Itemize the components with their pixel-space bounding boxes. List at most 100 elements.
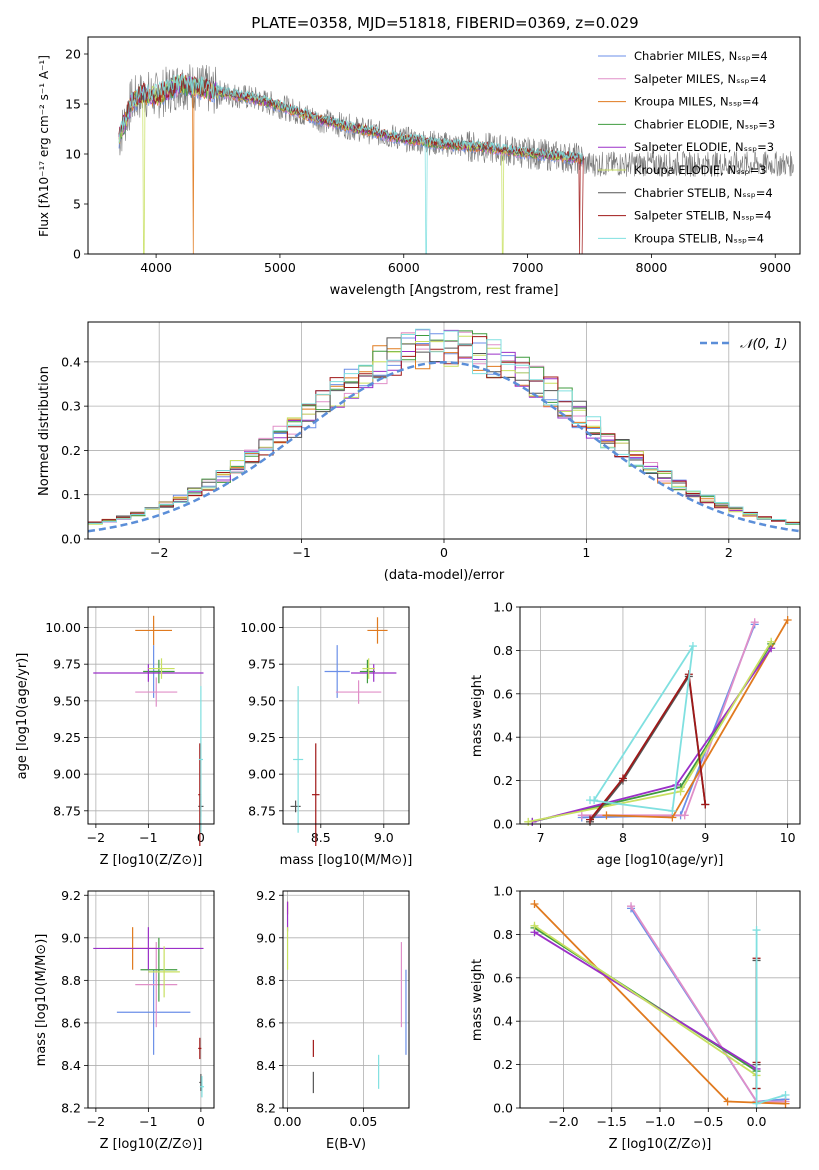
spectrum-plot-area: 4000 5000 6000 7000 8000 9000 0 5 10 15 20	[65, 47, 794, 275]
weight-age-xtick-label: 7	[537, 830, 545, 845]
weight-metallicity-xtick-label: −2.0	[548, 1114, 578, 1129]
weight-metallicity-frame	[519, 890, 801, 1109]
weight-age-line-kroupa_miles	[606, 619, 789, 819]
legend-label-kroupa_miles: Kroupa MILES, Nₛₛₚ=4	[634, 95, 759, 109]
legend-label-salpeter_stelib: Salpeter STELIB, Nₛₛₚ=4	[634, 209, 772, 223]
mass-metallicity-xtick-label: 0	[197, 1114, 205, 1129]
mass-extinction-xtick-label: 0.00	[274, 1114, 302, 1129]
weight-age-ytick-label: 0.4	[493, 730, 513, 745]
mass-extinction-plot-area: 0.00 0.05 8.2 8.4 8.6 8.8 9.0 9.2	[256, 888, 409, 1129]
mass-metallicity-xlabel: Z [log10(Z/Z⊙)]	[100, 1137, 203, 1152]
age-metallicity-frame	[87, 606, 215, 825]
mass-metallicity-ytick-label: 9.2	[61, 888, 81, 903]
mass-vs-metallicity-panel: −2 −1 08.28.48.68.89.09.2 Z [log10(Z/Z⊙)] …	[34, 888, 215, 1152]
residual-ylabel: Normed distribution	[37, 366, 52, 496]
residual-xtick-label: 0	[440, 545, 448, 560]
mass-extinction-xtick-label: 0.05	[350, 1114, 378, 1129]
age-mass-grid	[283, 607, 409, 824]
residual-ytick-label: 0.2	[61, 443, 81, 458]
spectrum-legend: Chabrier MILES, Nₛₛₚ=4 Salpeter MILES, Nₛ…	[598, 49, 775, 245]
age-metallicity-grid	[88, 607, 214, 824]
weight-metallicity-point-kroupa_miles	[530, 900, 539, 909]
weight-age-line-kroupa_stelib	[589, 645, 694, 813]
model-spectrum-kroupa_stelib	[118, 73, 584, 254]
weight-age-xlabel: age [log10(age/yr)]	[597, 853, 724, 868]
weight-metallicity-xtick-label: −1.0	[645, 1114, 675, 1129]
age-mass-ytick-label: 9.00	[248, 767, 276, 782]
histogram-kroupa_stelib	[88, 328, 800, 525]
mass-extinction-ytick-label: 8.6	[256, 1015, 276, 1030]
mass-extinction-ytick-label: 9.2	[256, 888, 276, 903]
age-metallicity-xtick-label: 0	[197, 830, 205, 845]
residual-plot-area: −2 −1 0 1 2 0.0 0.1 0.2 0.3 0.4	[61, 322, 801, 560]
weight-age-point-kroupa_miles	[783, 616, 792, 625]
weight-age-point-kroupa_elodie	[767, 637, 776, 646]
spectrum-xtick-label: 7000	[512, 260, 544, 275]
weight-age-point-kroupa_stelib	[688, 642, 697, 651]
weight-metallicity-ytick-label: 0.2	[493, 1057, 513, 1072]
age-metallicity-plot-area: −2 −1 0 8.75 9.00 9.25 9.50 9.75 10.00	[45, 607, 214, 846]
weight-age-point-kroupa_elodie	[524, 817, 533, 826]
age-mass-frame	[282, 606, 410, 825]
residual-xtick-label: 1	[582, 545, 590, 560]
spectrum-frame	[87, 36, 801, 255]
weight-metallicity-ylabel: mass weight	[470, 959, 485, 1041]
weight-metallicity-line-kroupa_elodie	[533, 924, 758, 1077]
spectrum-ytick-label: 5	[73, 197, 81, 212]
legend-label-salpeter_elodie: Salpeter ELODIE, Nₛₛₚ=3	[634, 140, 774, 154]
histogram-salpeter_stelib	[88, 336, 800, 524]
age-metallicity-ytick-label: 9.25	[53, 730, 81, 745]
weight-metallicity-point-kroupa_stelib	[781, 1090, 790, 1099]
spectrum-lines	[118, 64, 794, 254]
mass-weight-vs-age-panel: 7 8 9 10 0.0 0.2 0.4 0.6 0.8 1.0 age [log10(age/y…	[470, 600, 801, 868]
age-mass-ytick-label: 9.75	[248, 657, 276, 672]
mass-extinction-ytick-label: 9.0	[256, 930, 276, 945]
residual-xtick-label: −2	[150, 545, 168, 560]
weight-age-point-salpeter_miles	[750, 618, 759, 627]
legend-label-chabrier_stelib: Chabrier STELIB, Nₛₛₚ=4	[634, 186, 773, 200]
weight-age-point-salpeter_stelib	[586, 815, 594, 824]
mass-extinction-frame	[282, 890, 410, 1109]
age-metallicity-xtick-label: −1	[139, 830, 157, 845]
age-vs-metallicity-panel: −2 −1 0 8.75 9.00 9.25 9.50 9.75 10.00 Z [log10(…	[15, 606, 215, 868]
residual-ytick-label: 0.0	[61, 532, 81, 547]
weight-metallicity-point-kroupa_stelib	[752, 1099, 761, 1108]
weight-metallicity-ytick-label: 1.0	[493, 884, 513, 899]
normal-legend-label: 𝒩(0, 1)	[740, 337, 787, 352]
legend-label-kroupa_stelib: Kroupa STELIB, Nₛₛₚ=4	[634, 231, 764, 245]
residual-xtick-label: 2	[725, 545, 733, 560]
weight-age-plot-area: 7 8 9 10 0.0 0.2 0.4 0.6 0.8 1.0	[493, 600, 800, 845]
residual-frame	[87, 321, 801, 540]
weight-age-ytick-label: 0.8	[493, 643, 513, 658]
weight-age-point-kroupa_stelib	[668, 806, 677, 815]
age-mass-ytick-label: 9.25	[248, 730, 276, 745]
spectrum-xtick-label: 5000	[264, 260, 296, 275]
spectrum-xtick-label: 4000	[140, 260, 172, 275]
age-mass-xtick-label: 9.0	[374, 830, 394, 845]
weight-metallicity-ytick-label: 0.6	[493, 970, 513, 985]
residual-ytick-label: 0.1	[61, 487, 81, 502]
age-metallicity-ylabel: age [log10(age/yr)]	[15, 653, 30, 780]
mass-weight-vs-metallicity-panel: −2.0 −1.5 −1.0 −0.5 0.0 0.0 0.2 0.4 0.6 0.8 1.0 Z …	[470, 884, 801, 1152]
age-metallicity-ytick-label: 9.75	[53, 657, 81, 672]
residual-xlabel: (data-model)/error	[384, 568, 505, 583]
residual-panel: −2 −1 0 1 2 0.0 0.1 0.2 0.3 0.4 (data-model)/erro…	[37, 321, 801, 583]
age-vs-mass-panel: 8.5 9.0 8.75 9.00 9.25 9.50 9.75 10.00 mass [lo…	[240, 606, 412, 868]
spectrum-ylabel: Flux [fλ10⁻¹⁷ erg cm⁻² s⁻¹ A⁻¹]	[37, 55, 51, 237]
residual-ytick-label: 0.4	[61, 354, 81, 369]
age-metallicity-ytick-label: 10.00	[45, 620, 81, 635]
spectrum-panel: PLATE=0358, MJD=51818, FIBERID=0369, z=0…	[37, 14, 801, 298]
legend-label-kroupa_elodie: Kroupa ELODIE, Nₛₛₚ=3	[634, 163, 767, 177]
weight-metallicity-point-kroupa_stelib	[752, 926, 761, 935]
weight-metallicity-point-kroupa_elodie	[530, 921, 539, 930]
weight-age-point-kroupa_miles	[602, 811, 611, 820]
weight-metallicity-xtick-label: 0.0	[747, 1114, 767, 1129]
weight-age-ytick-label: 0.2	[493, 773, 513, 788]
weight-metallicity-ytick-label: 0.0	[493, 1101, 513, 1116]
mass-metallicity-grid	[88, 891, 214, 1109]
age-mass-plot-area: 8.5 9.0 8.75 9.00 9.25 9.50 9.75 10.00	[240, 607, 409, 846]
residual-ytick-label: 0.3	[61, 399, 81, 414]
age-metallicity-ytick-label: 9.00	[53, 767, 81, 782]
weight-age-point-salpeter_stelib	[701, 800, 710, 809]
weight-age-point-salpeter_miles	[680, 811, 689, 820]
